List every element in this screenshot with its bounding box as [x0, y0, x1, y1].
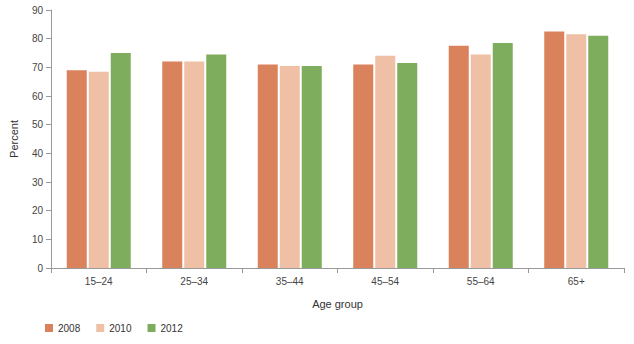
svg-text:60: 60 [32, 91, 44, 102]
svg-text:80: 80 [32, 33, 44, 44]
svg-text:Percent: Percent [8, 120, 20, 158]
svg-text:0: 0 [37, 263, 43, 274]
svg-text:30: 30 [32, 177, 44, 188]
svg-text:90: 90 [32, 5, 44, 16]
svg-text:55–64: 55–64 [467, 276, 495, 287]
svg-text:Age group: Age group [312, 298, 363, 310]
svg-text:40: 40 [32, 148, 44, 159]
svg-text:25–34: 25–34 [180, 276, 208, 287]
svg-text:45–54: 45–54 [371, 276, 399, 287]
svg-text:2008: 2008 [58, 323, 81, 334]
svg-text:2012: 2012 [160, 323, 183, 334]
svg-text:70: 70 [32, 62, 44, 73]
svg-text:10: 10 [32, 234, 44, 245]
svg-text:20: 20 [32, 205, 44, 216]
svg-text:2010: 2010 [109, 323, 132, 334]
svg-text:35–44: 35–44 [276, 276, 304, 287]
svg-text:50: 50 [32, 119, 44, 130]
svg-text:15–24: 15–24 [85, 276, 113, 287]
svg-text:65+: 65+ [568, 276, 585, 287]
